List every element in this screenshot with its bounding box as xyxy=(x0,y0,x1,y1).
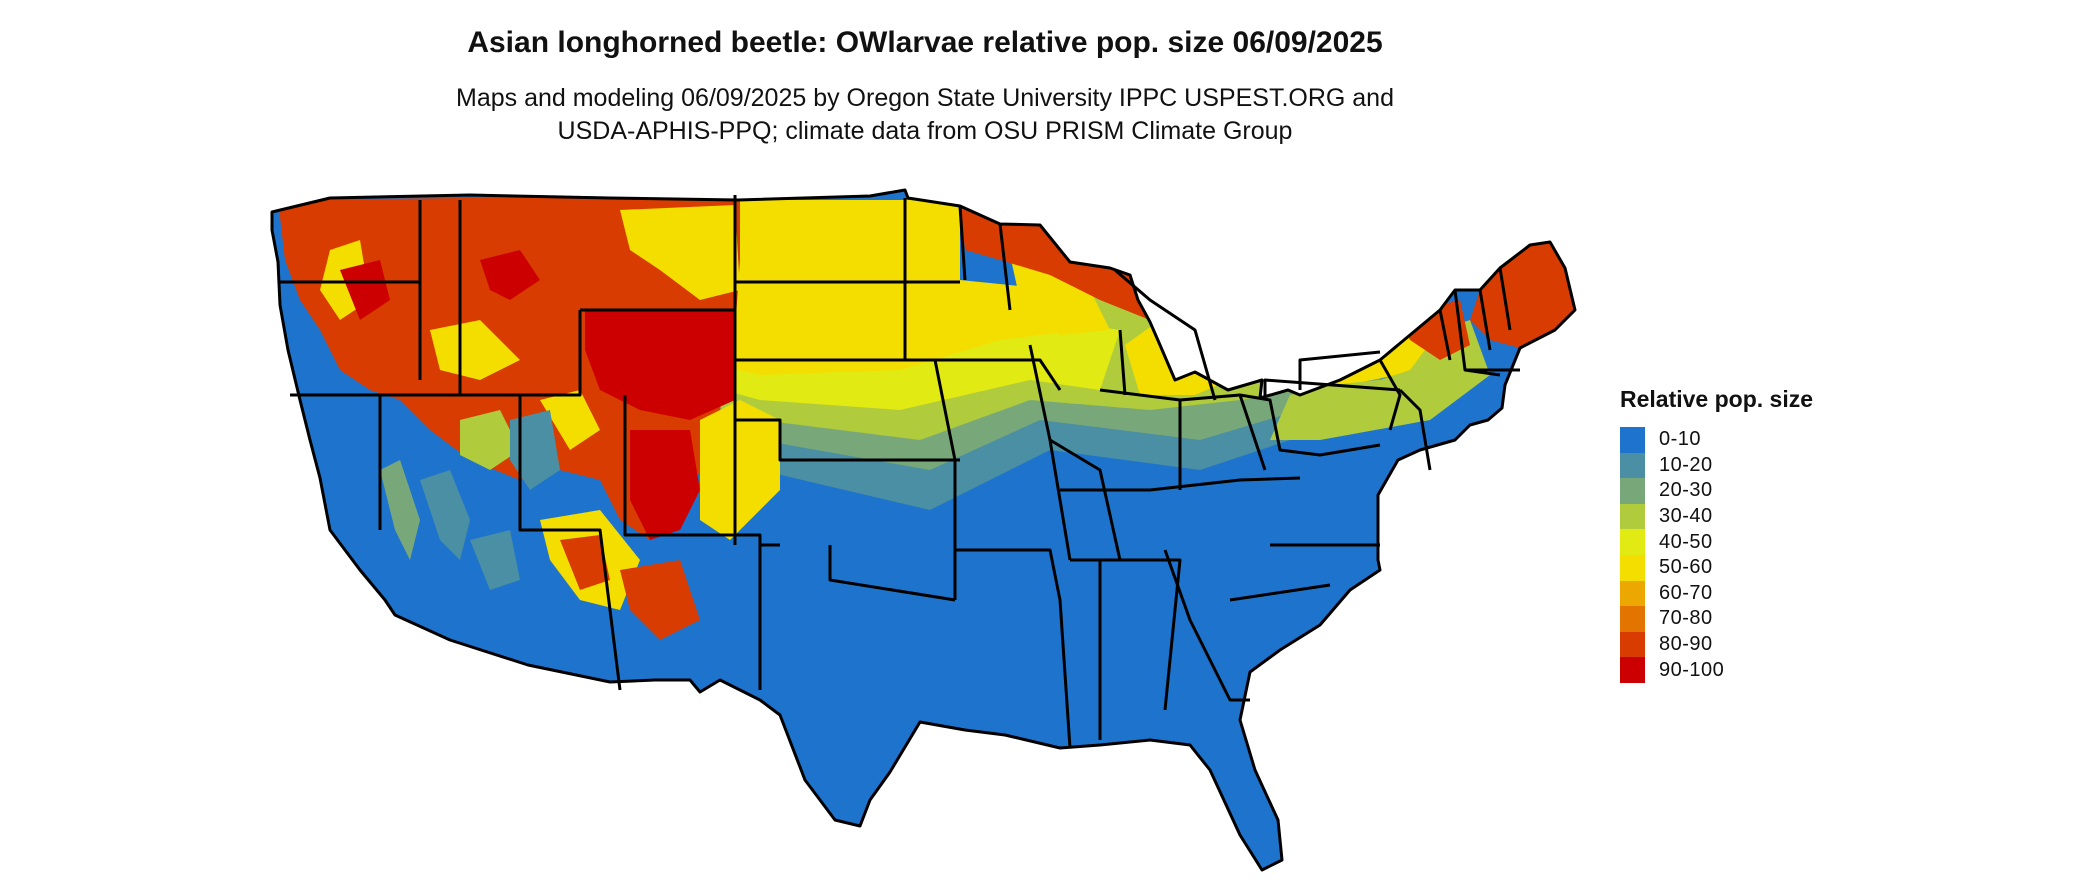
legend-swatch xyxy=(1620,427,1645,453)
legend-swatch xyxy=(1620,631,1645,658)
legend-item: 0-10 xyxy=(1620,427,1813,453)
legend-item: 40-50 xyxy=(1620,529,1813,555)
legend-label: 60-70 xyxy=(1659,581,1713,604)
legend-item: 60-70 xyxy=(1620,580,1813,607)
legend-label: 50-60 xyxy=(1659,556,1713,579)
legend-item: 70-80 xyxy=(1620,606,1813,632)
legend-item: 80-90 xyxy=(1620,631,1813,658)
legend-title: Relative pop. size xyxy=(1620,386,1814,412)
legend-swatch xyxy=(1620,580,1645,607)
legend-item: 30-40 xyxy=(1620,503,1813,530)
subtitle-line-1: Maps and modeling 06/09/2025 by Oregon S… xyxy=(456,84,1394,112)
legend-swatch xyxy=(1620,503,1645,530)
legend-label: 0-10 xyxy=(1659,428,1702,451)
legend-item: 20-30 xyxy=(1620,478,1813,504)
legend-label: 70-80 xyxy=(1659,607,1713,630)
legend-items: 0-10 10-20 20-30 30-40 40-50 50-60 60-70 70-80 8… xyxy=(1620,427,1813,683)
legend-label: 10-20 xyxy=(1659,453,1713,476)
legend-swatch xyxy=(1620,657,1645,683)
legend-label: 30-40 xyxy=(1659,505,1713,528)
subtitle-line-2: USDA-APHIS-PPQ; climate data from OSU PR… xyxy=(557,117,1293,145)
map-subtitle: Maps and modeling 06/09/2025 by Oregon S… xyxy=(0,82,1850,148)
map-title: Asian longhorned beetle: OWlarvae relati… xyxy=(467,26,1383,59)
legend-item: 10-20 xyxy=(1620,452,1813,479)
state-borders xyxy=(270,188,1577,872)
legend-label: 20-30 xyxy=(1659,479,1713,502)
legend-label: 40-50 xyxy=(1659,530,1713,553)
legend-swatch xyxy=(1620,529,1645,555)
legend-swatch xyxy=(1620,452,1645,479)
legend: Relative pop. size 0-10 10-20 20-30 30-40 40… xyxy=(1620,386,1813,683)
population-raster xyxy=(272,190,1575,870)
legend-item: 50-60 xyxy=(1620,554,1813,581)
legend-swatch xyxy=(1620,606,1645,632)
legend-swatch xyxy=(1620,478,1645,504)
legend-label: 80-90 xyxy=(1659,633,1713,656)
legend-item: 90-100 xyxy=(1620,657,1813,683)
legend-label: 90-100 xyxy=(1659,658,1725,681)
legend-swatch xyxy=(1620,554,1645,581)
